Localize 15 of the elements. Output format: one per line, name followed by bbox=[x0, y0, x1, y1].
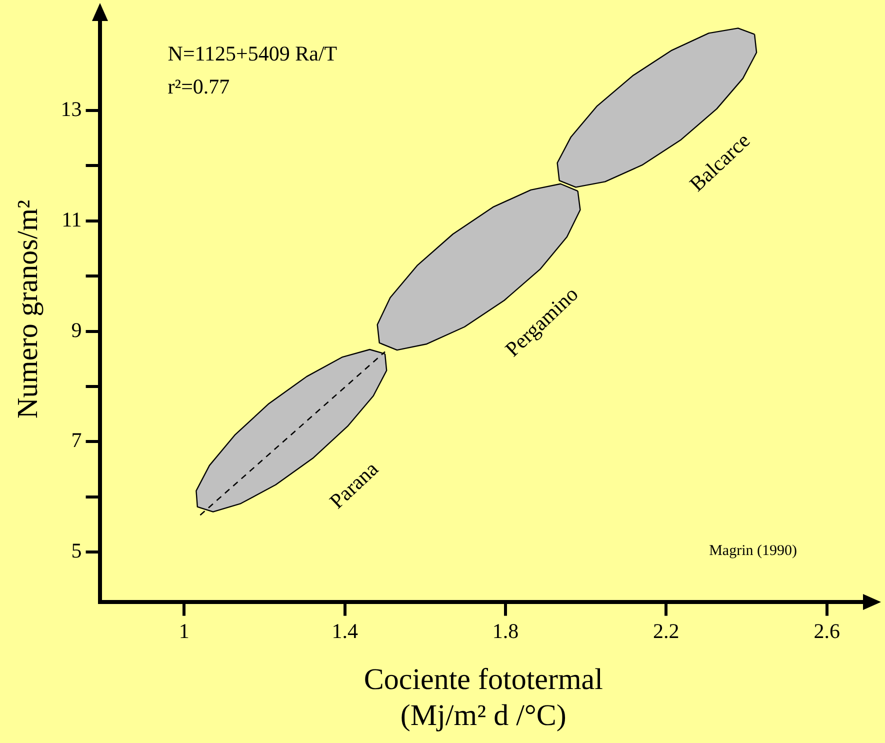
x-tick-label: 1 bbox=[178, 618, 190, 643]
annotation: Magrin (1990) bbox=[709, 542, 797, 559]
y-tick-label: 5 bbox=[71, 538, 82, 563]
annotation: N=1125+5409 Ra/T bbox=[168, 42, 338, 66]
x-tick-label: 1.4 bbox=[332, 618, 358, 643]
x-tick-label: 1.8 bbox=[492, 618, 519, 643]
y-tick-label: 13 bbox=[60, 96, 82, 121]
y-tick-label: 9 bbox=[71, 318, 82, 342]
y-axis-title: Numero granos/m² bbox=[12, 199, 44, 419]
y-tick-label: 11 bbox=[62, 207, 82, 232]
annotation: r²=0.77 bbox=[168, 74, 230, 99]
y-tick-label: 7 bbox=[71, 428, 82, 452]
x-tick-label: 2.2 bbox=[653, 618, 680, 643]
x-axis-title: Cociente fototermal (Mj/m² d /°C) bbox=[364, 662, 603, 732]
x-tick-label: 2.6 bbox=[814, 618, 840, 643]
